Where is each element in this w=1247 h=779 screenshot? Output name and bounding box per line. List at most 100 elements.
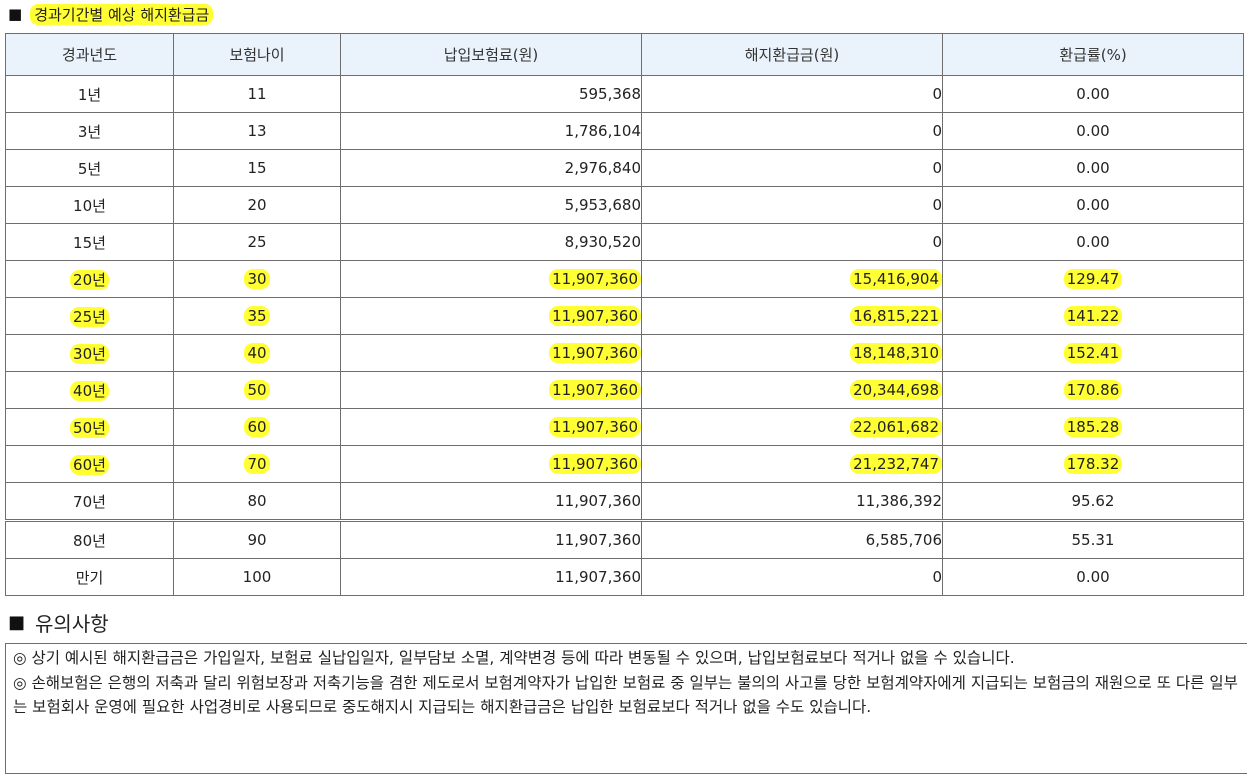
- cell-refund-value: 18,148,310: [850, 343, 942, 363]
- cell-rate-value: 0.00: [1076, 233, 1110, 251]
- cell-refund-value: 22,061,682: [850, 417, 942, 437]
- notes-box: ◎ 상기 예시된 해지환급금은 가입일자, 보험료 실납입일자, 일부담보 소멸…: [5, 643, 1247, 774]
- cell-refund: 0: [641, 558, 943, 596]
- cell-age: 13: [173, 112, 341, 150]
- cell-age: 35: [173, 297, 341, 335]
- cell-age: 70: [173, 445, 341, 483]
- cell-refund: 0: [641, 75, 943, 113]
- cell-rate: 129.47: [942, 260, 1244, 298]
- cell-year-value: 20년: [70, 269, 109, 290]
- cell-premium-value: 1,786,104: [564, 122, 641, 140]
- cell-year: 5년: [5, 149, 174, 187]
- square-bullet-icon: ■: [8, 611, 26, 633]
- table-row: 50년 60 11,907,360 22,061,682 185.28: [5, 408, 1244, 446]
- section-title-text: 경과기간별 예상 해지환급금: [30, 3, 214, 25]
- cell-year: 60년: [5, 445, 174, 483]
- cell-year-value: 만기: [75, 568, 104, 587]
- cell-refund: 0: [641, 149, 943, 187]
- cell-age-value: 70: [244, 454, 270, 474]
- cell-refund-value: 21,232,747: [850, 454, 942, 474]
- notes-title-text: 유의사항: [35, 611, 109, 636]
- cell-year-value: 25년: [70, 306, 109, 327]
- table-row: 3년 13 1,786,104 0 0.00: [5, 112, 1244, 150]
- cell-year-value: 15년: [73, 233, 106, 252]
- cell-premium: 2,976,840: [340, 149, 642, 187]
- cell-rate: 95.62: [942, 482, 1244, 521]
- cell-rate-value: 185.28: [1063, 417, 1123, 437]
- cell-refund: 21,232,747: [641, 445, 943, 483]
- table-row: 10년 20 5,953,680 0 0.00: [5, 186, 1244, 224]
- cell-premium: 11,907,360: [340, 558, 642, 596]
- cell-age-value: 35: [244, 306, 270, 326]
- cell-refund: 0: [641, 112, 943, 150]
- cell-premium: 11,907,360: [340, 260, 642, 298]
- cell-age: 20: [173, 186, 341, 224]
- cell-refund-value: 0: [932, 568, 942, 586]
- cell-premium: 11,907,360: [340, 334, 642, 372]
- cell-year: 20년: [5, 260, 174, 298]
- cell-age-value: 15: [247, 159, 267, 177]
- header-premium: 납입보험료(원): [340, 33, 642, 76]
- cell-premium-value: 11,907,360: [549, 269, 641, 289]
- cell-rate-value: 170.86: [1063, 380, 1123, 400]
- cell-age-value: 100: [242, 568, 272, 586]
- cell-premium-value: 2,976,840: [564, 159, 641, 177]
- cell-year-value: 40년: [70, 380, 109, 401]
- cell-premium-value: 11,907,360: [555, 531, 641, 549]
- cell-refund: 0: [641, 186, 943, 224]
- cell-premium-value: 11,907,360: [549, 417, 641, 437]
- table-row: 15년 25 8,930,520 0 0.00: [5, 223, 1244, 261]
- cell-age-value: 13: [247, 122, 267, 140]
- cell-refund-value: 15,416,904: [850, 269, 942, 289]
- cell-age-value: 90: [247, 531, 267, 549]
- cell-refund: 18,148,310: [641, 334, 943, 372]
- cell-year: 10년: [5, 186, 174, 224]
- cell-premium-value: 5,953,680: [564, 196, 641, 214]
- table-row: 60년 70 11,907,360 21,232,747 178.32: [5, 445, 1244, 483]
- table-row: 25년 35 11,907,360 16,815,221 141.22: [5, 297, 1244, 335]
- cell-age-value: 30: [244, 269, 270, 289]
- cell-premium: 595,368: [340, 75, 642, 113]
- cell-year-value: 70년: [73, 492, 106, 511]
- cell-age-value: 60: [244, 417, 270, 437]
- cell-premium: 11,907,360: [340, 445, 642, 483]
- cell-year-value: 30년: [70, 343, 109, 364]
- cell-rate: 0.00: [942, 223, 1244, 261]
- cell-age: 80: [173, 482, 341, 521]
- cell-premium-value: 11,907,360: [549, 454, 641, 474]
- table-row: 1년 11 595,368 0 0.00: [5, 75, 1244, 113]
- cell-year-value: 5년: [77, 159, 102, 178]
- cell-year: 70년: [5, 482, 174, 521]
- cell-refund: 22,061,682: [641, 408, 943, 446]
- cell-rate: 141.22: [942, 297, 1244, 335]
- table-row: 30년 40 11,907,360 18,148,310 152.41: [5, 334, 1244, 372]
- cell-year-value: 60년: [70, 454, 109, 475]
- cell-age: 25: [173, 223, 341, 261]
- cell-year-value: 3년: [77, 122, 102, 141]
- section-title: ■ 경과기간별 예상 해지환급금: [8, 3, 214, 25]
- cell-refund-value: 0: [932, 122, 942, 140]
- cell-age: 60: [173, 408, 341, 446]
- cell-year: 25년: [5, 297, 174, 335]
- cell-refund: 0: [641, 223, 943, 261]
- cell-refund-value: 0: [932, 85, 942, 103]
- cell-premium-value: 595,368: [578, 85, 641, 103]
- cell-premium: 11,907,360: [340, 297, 642, 335]
- cell-rate: 185.28: [942, 408, 1244, 446]
- cell-rate-value: 178.32: [1063, 454, 1123, 474]
- header-rate: 환급률(%): [942, 33, 1244, 76]
- cell-refund-value: 11,386,392: [856, 492, 942, 510]
- cell-rate: 170.86: [942, 371, 1244, 409]
- cell-year-value: 80년: [73, 531, 106, 550]
- cell-year-value: 50년: [70, 417, 109, 438]
- header-year: 경과년도: [5, 33, 174, 76]
- cell-refund: 16,815,221: [641, 297, 943, 335]
- cell-rate: 152.41: [942, 334, 1244, 372]
- cell-age: 15: [173, 149, 341, 187]
- cell-year: 40년: [5, 371, 174, 409]
- cell-rate: 0.00: [942, 75, 1244, 113]
- cell-age: 50: [173, 371, 341, 409]
- cell-refund-value: 0: [932, 233, 942, 251]
- cell-age-value: 20: [247, 196, 267, 214]
- cell-age: 90: [173, 519, 341, 559]
